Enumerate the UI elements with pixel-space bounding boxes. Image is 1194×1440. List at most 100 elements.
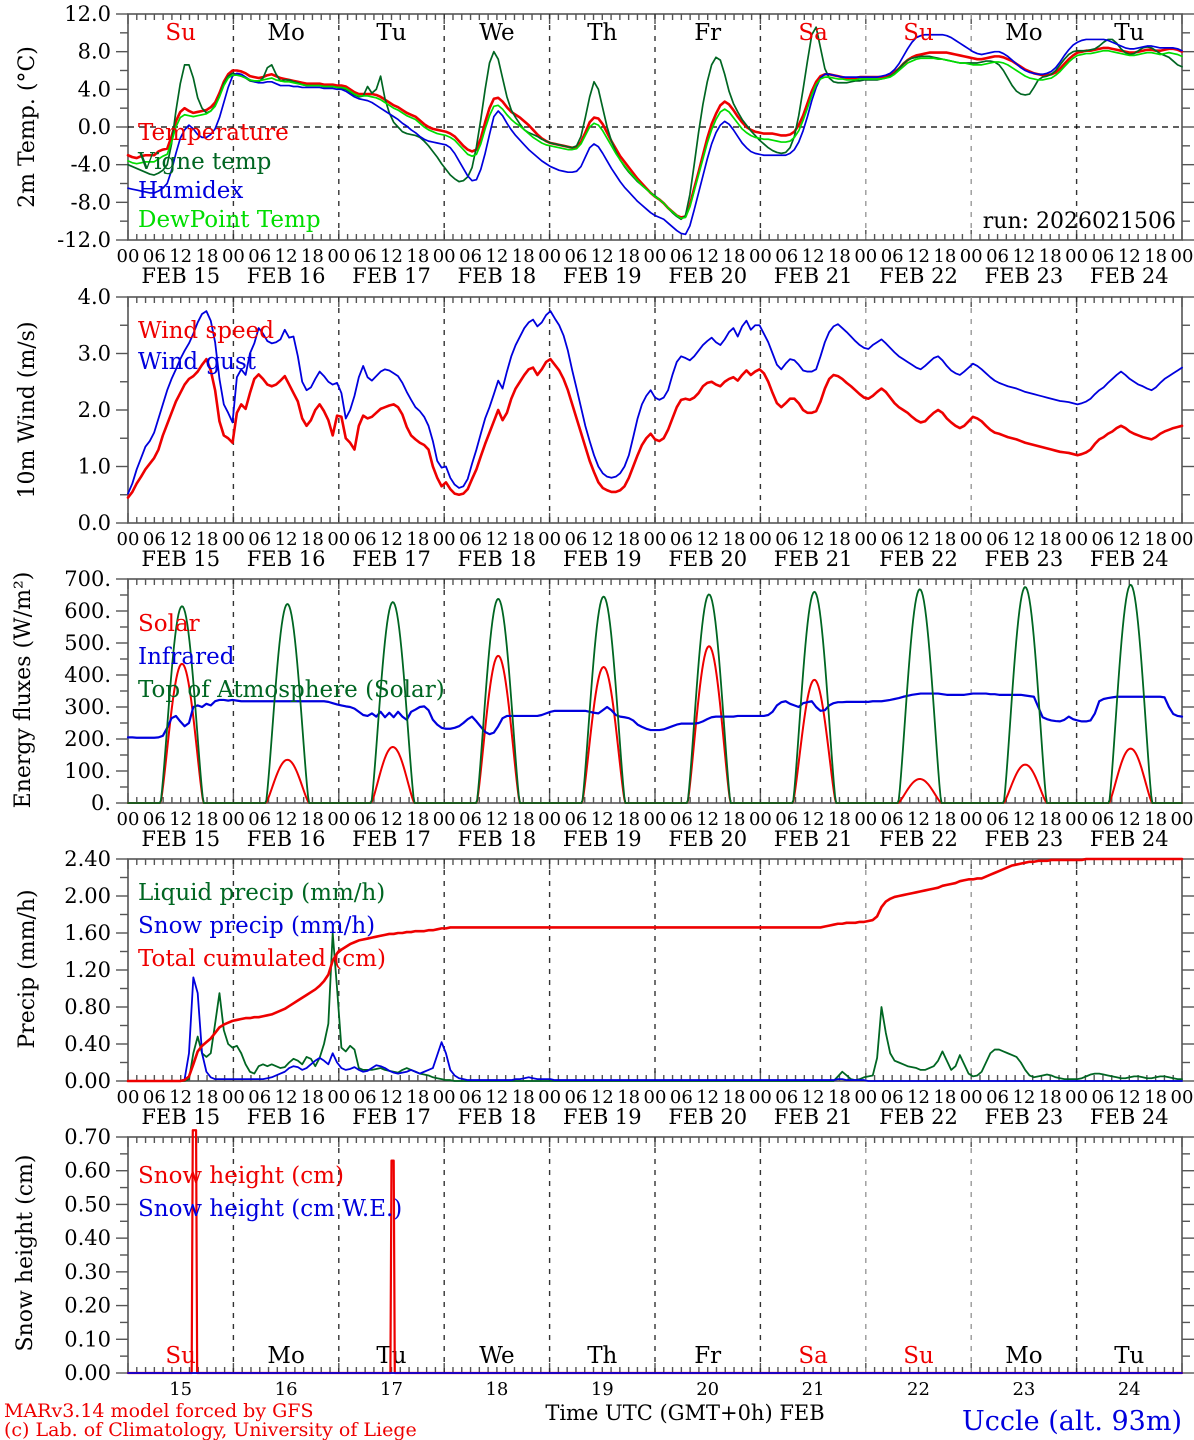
svg-text:18: 18 [301, 1087, 324, 1108]
svg-text:18: 18 [406, 809, 429, 830]
svg-text:00: 00 [644, 1087, 667, 1108]
panel-precip: 0.00 0.40 0.80 1.20 1.60 2.00 2.40 Liquid preci… [0, 845, 1194, 1129]
svg-text:12: 12 [696, 809, 719, 830]
svg-text:12: 12 [380, 529, 403, 550]
svg-text:FEB 22: FEB 22 [879, 264, 958, 288]
svg-text:12: 12 [275, 809, 298, 830]
svg-text:FEB 16: FEB 16 [247, 264, 326, 288]
svg-text:FEB 19: FEB 19 [563, 1105, 642, 1129]
svg-text:Tu: Tu [376, 20, 406, 46]
svg-text:FEB 20: FEB 20 [668, 1105, 747, 1129]
svg-text:1.0: 1.0 [78, 455, 111, 479]
svg-text:18: 18 [617, 246, 640, 267]
svg-text:00: 00 [538, 809, 561, 830]
svg-text:00: 00 [327, 529, 350, 550]
svg-text:18: 18 [1039, 529, 1062, 550]
svg-text:Temperature: Temperature [138, 120, 289, 146]
svg-text:Top of Atmosphere (Solar): Top of Atmosphere (Solar) [138, 677, 445, 703]
svg-text:18: 18 [406, 246, 429, 267]
svg-text:12: 12 [485, 529, 508, 550]
precipitation-chart: 0.00 0.40 0.80 1.20 1.60 2.00 2.40 Liquid preci… [15, 847, 1194, 1129]
svg-text:06: 06 [1091, 529, 1114, 550]
svg-text:4.0: 4.0 [78, 285, 111, 309]
svg-text:18: 18 [933, 1087, 956, 1108]
svg-text:FEB 21: FEB 21 [774, 264, 853, 288]
svg-text:Su: Su [165, 20, 196, 46]
energy-flux-chart: 0. 100. 200. 300. 400. 500. 600. 700. Solar Infra… [11, 567, 1194, 851]
svg-text:Sa: Sa [798, 1343, 828, 1369]
svg-text:00: 00 [854, 246, 877, 267]
svg-text:18: 18 [1039, 809, 1062, 830]
svg-text:18: 18 [933, 809, 956, 830]
svg-text:17: 17 [380, 1379, 403, 1400]
svg-text:18: 18 [512, 529, 535, 550]
svg-text:12: 12 [1118, 246, 1141, 267]
svg-text:00: 00 [854, 1087, 877, 1108]
svg-text:06: 06 [248, 809, 271, 830]
svg-text:00: 00 [1171, 809, 1194, 830]
svg-text:06: 06 [986, 246, 1009, 267]
svg-text:8.0: 8.0 [78, 40, 111, 64]
svg-text:23: 23 [1012, 1379, 1035, 1400]
svg-text:00: 00 [222, 529, 245, 550]
svg-text:FEB 20: FEB 20 [668, 827, 747, 851]
svg-text:12: 12 [275, 529, 298, 550]
svg-text:FEB 17: FEB 17 [352, 1105, 431, 1129]
svg-text:FEB 18: FEB 18 [458, 1105, 537, 1129]
svg-text:We: We [479, 1343, 514, 1369]
svg-text:12: 12 [485, 1087, 508, 1108]
svg-text:FEB 16: FEB 16 [247, 827, 326, 851]
svg-text:Th: Th [587, 20, 617, 46]
svg-text:18: 18 [723, 529, 746, 550]
svg-text:18: 18 [512, 1087, 535, 1108]
svg-text:FEB 15: FEB 15 [141, 1105, 220, 1129]
svg-text:00: 00 [960, 529, 983, 550]
svg-text:18: 18 [196, 1087, 219, 1108]
svg-text:19: 19 [591, 1379, 614, 1400]
svg-text:00: 00 [222, 1087, 245, 1108]
svg-text:3.0: 3.0 [78, 342, 111, 366]
svg-text:00: 00 [327, 809, 350, 830]
temperature-chart: -12.0 -8.0 -4.0 0.0 4.0 8.0 12.0 Su Mo Tu We Th Fr Sa… [15, 2, 1194, 288]
svg-text:FEB 23: FEB 23 [985, 1105, 1064, 1129]
svg-text:18: 18 [301, 246, 324, 267]
svg-text:18: 18 [1144, 1087, 1167, 1108]
svg-text:06: 06 [354, 1087, 377, 1108]
svg-text:18: 18 [301, 529, 324, 550]
svg-text:06: 06 [775, 1087, 798, 1108]
svg-text:run: 2026021506: run: 2026021506 [983, 209, 1176, 234]
svg-text:00: 00 [854, 809, 877, 830]
svg-text:FEB 22: FEB 22 [879, 1105, 958, 1129]
svg-text:06: 06 [143, 529, 166, 550]
svg-text:18: 18 [828, 1087, 851, 1108]
svg-text:12: 12 [802, 529, 825, 550]
svg-text:06: 06 [670, 246, 693, 267]
svg-text:0.0: 0.0 [78, 511, 111, 535]
svg-text:00: 00 [222, 246, 245, 267]
svg-text:0.80: 0.80 [64, 995, 111, 1019]
svg-text:06: 06 [986, 809, 1009, 830]
svg-text:06: 06 [354, 809, 377, 830]
svg-text:12: 12 [169, 246, 192, 267]
svg-text:FEB 20: FEB 20 [668, 547, 747, 571]
svg-text:00: 00 [749, 529, 772, 550]
svg-text:12: 12 [275, 246, 298, 267]
svg-text:00: 00 [1171, 1087, 1194, 1108]
svg-text:FEB 23: FEB 23 [985, 547, 1064, 571]
svg-text:21: 21 [802, 1379, 825, 1400]
svg-text:Solar: Solar [138, 611, 200, 637]
svg-text:12: 12 [907, 246, 930, 267]
svg-text:Mo: Mo [1005, 20, 1042, 46]
svg-text:200.: 200. [64, 727, 111, 751]
panel-energy: 0. 100. 200. 300. 400. 500. 600. 700. Solar Infra… [0, 565, 1194, 851]
svg-text:MARv3.14 model forced by GFS: MARv3.14 model forced by GFS [4, 1400, 314, 1422]
svg-text:06: 06 [143, 246, 166, 267]
svg-text:00: 00 [117, 529, 140, 550]
svg-text:00: 00 [1065, 809, 1088, 830]
svg-text:06: 06 [775, 529, 798, 550]
svg-text:18: 18 [828, 809, 851, 830]
svg-text:00: 00 [749, 246, 772, 267]
svg-text:06: 06 [986, 1087, 1009, 1108]
